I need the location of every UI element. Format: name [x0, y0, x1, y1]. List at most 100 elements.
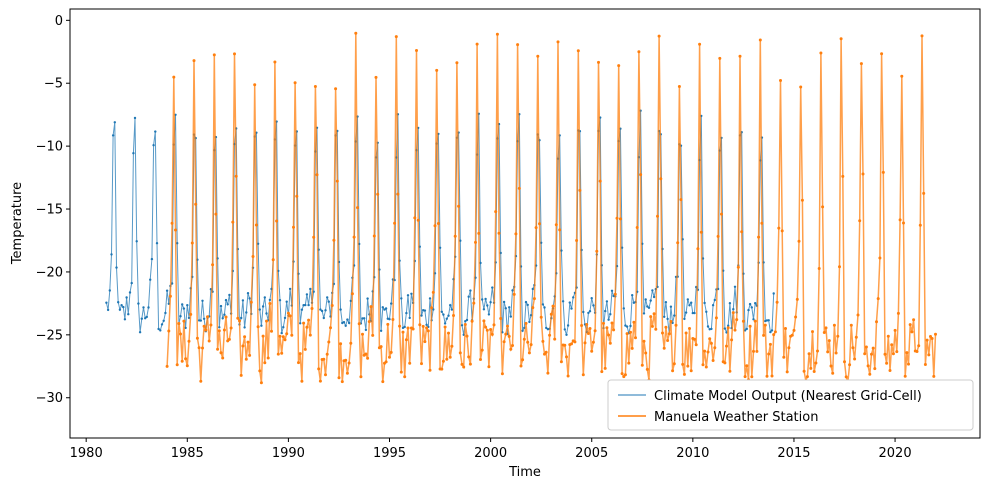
data-point — [469, 289, 472, 292]
data-point — [457, 204, 461, 208]
data-point — [566, 324, 570, 327]
data-point — [288, 287, 292, 291]
data-point — [221, 317, 224, 320]
data-point — [260, 324, 263, 327]
data-point — [135, 240, 138, 243]
data-point — [662, 346, 666, 350]
data-point — [559, 360, 563, 364]
data-point — [870, 352, 873, 356]
data-point — [794, 315, 798, 319]
data-point — [683, 317, 686, 321]
x-axis: 1980 1985 1990 1995 2000 2005 2010 2015 2020 — [70, 438, 912, 461]
data-point — [651, 289, 654, 292]
data-point — [170, 282, 174, 285]
data-point — [551, 304, 555, 308]
data-point — [546, 371, 550, 375]
data-point — [864, 345, 868, 349]
data-point — [492, 323, 496, 327]
data-point — [512, 292, 516, 296]
data-point — [767, 319, 770, 322]
data-point — [629, 330, 632, 334]
data-point — [224, 315, 228, 319]
data-point — [231, 220, 235, 224]
data-point — [637, 50, 641, 54]
data-point — [265, 312, 268, 315]
data-point — [587, 311, 590, 315]
data-point — [502, 340, 506, 344]
data-point — [302, 304, 305, 307]
data-point — [710, 327, 713, 331]
data-point — [932, 374, 936, 378]
data-point — [718, 56, 722, 60]
data-point — [893, 328, 897, 332]
data-point — [256, 325, 260, 329]
data-point — [125, 296, 128, 299]
data-point — [491, 286, 494, 289]
data-point — [733, 328, 737, 332]
data-point — [484, 325, 488, 329]
data-point — [853, 357, 857, 361]
data-point — [204, 328, 208, 332]
data-point — [861, 172, 865, 176]
data-point — [691, 311, 694, 315]
data-point — [509, 347, 513, 351]
data-point — [618, 217, 622, 221]
data-point — [917, 344, 921, 348]
data-point — [639, 173, 643, 177]
data-point — [836, 334, 840, 338]
data-point — [747, 308, 750, 312]
data-point — [162, 319, 165, 322]
data-point — [848, 363, 852, 367]
data-point — [723, 327, 727, 330]
data-point — [413, 216, 417, 220]
data-point — [426, 329, 430, 333]
data-point — [607, 318, 610, 321]
data-point — [690, 301, 693, 304]
data-point — [187, 316, 191, 320]
data-point — [516, 43, 520, 47]
data-point — [423, 309, 427, 312]
data-point — [703, 301, 706, 305]
data-point — [694, 343, 698, 347]
data-point — [199, 379, 203, 383]
data-point — [415, 49, 418, 52]
data-point — [243, 335, 247, 339]
x-axis-label: Time — [508, 465, 541, 480]
data-point — [773, 330, 777, 334]
data-point — [218, 326, 221, 329]
data-point — [912, 318, 916, 322]
data-point — [572, 296, 575, 299]
data-point — [631, 294, 634, 297]
data-point — [345, 371, 349, 375]
data-point — [920, 34, 924, 38]
data-point — [487, 313, 491, 316]
data-point — [271, 258, 275, 262]
data-point — [285, 332, 289, 336]
data-point — [238, 319, 241, 323]
data-point — [482, 308, 486, 311]
data-point — [701, 363, 705, 367]
data-point — [923, 363, 927, 366]
data-point — [489, 301, 492, 304]
data-point — [526, 340, 530, 344]
data-point — [258, 308, 261, 311]
data-point — [635, 226, 639, 229]
data-point — [743, 329, 747, 332]
data-point — [656, 214, 659, 218]
data-point — [179, 315, 182, 318]
data-point — [888, 369, 892, 372]
data-point — [309, 287, 312, 291]
data-point — [329, 326, 332, 330]
data-point — [765, 374, 769, 378]
data-point — [591, 340, 595, 344]
data-point — [167, 329, 171, 333]
data-point — [182, 307, 186, 310]
data-point — [812, 370, 816, 373]
data-point — [514, 232, 518, 236]
data-point — [433, 224, 437, 228]
x-tick-label: 2020 — [879, 446, 912, 461]
data-point — [367, 320, 371, 324]
data-point — [620, 246, 624, 249]
data-point — [623, 373, 627, 377]
legend: Climate Model Output (Nearest Grid-Cell)… — [607, 379, 974, 431]
